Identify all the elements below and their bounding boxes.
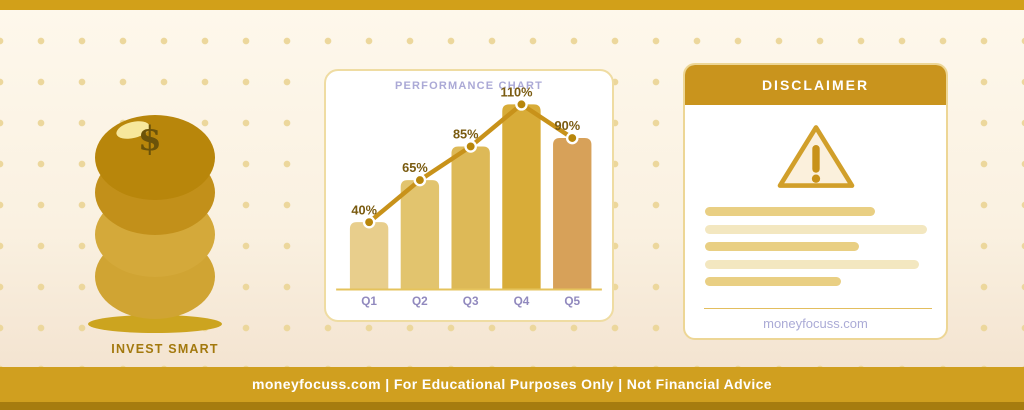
performance-chart-svg: 40% 65% 85% 110% 90% Q1 Q2 Q3 Q4 Q5 [336,84,602,308]
chart-title: PERFORMANCE CHART [394,80,544,92]
redacted-text-line [705,207,875,216]
footer-bottom-strip [0,402,1024,410]
invest-smart-label: INVEST SMART [111,342,219,356]
svg-text:90%: 90% [555,118,581,133]
performance-chart-card: PERFORMANCE CHART 40% 65% 85% 110% 90% Q1 Q2 Q3… [324,69,614,322]
coin-shadow [88,315,222,333]
top-accent-bar [0,0,1024,10]
redacted-text-line [705,242,859,251]
svg-text:65%: 65% [402,160,428,175]
warning-triangle-icon [777,125,855,188]
svg-text:Q2: Q2 [412,294,428,308]
disclaimer-divider [704,308,932,309]
svg-text:Q5: Q5 [564,294,580,308]
svg-text:Q3: Q3 [463,294,479,308]
redacted-text-line [705,277,841,286]
redacted-text-line [705,259,919,269]
svg-text:110%: 110% [501,84,534,99]
footer-bar: moneyfocuss.com | For Educational Purpos… [0,367,1024,410]
footer-text: moneyfocuss.com | For Educational Purpos… [252,376,772,392]
svg-text:Q4: Q4 [514,294,530,308]
coin-1 [95,115,215,200]
disclaimer-text-lines [705,207,935,295]
disclaimer-site-label: moneyfocuss.com [763,316,868,331]
dollar-sign-icon: $ [138,119,162,159]
redacted-text-line [705,224,927,234]
svg-text:85%: 85% [453,127,479,142]
disclaimer-card: DISCLAIMER moneyfocuss.com [683,63,948,340]
svg-text:40%: 40% [351,202,377,217]
svg-text:Q1: Q1 [361,294,377,308]
disclaimer-header: DISCLAIMER [685,65,946,105]
